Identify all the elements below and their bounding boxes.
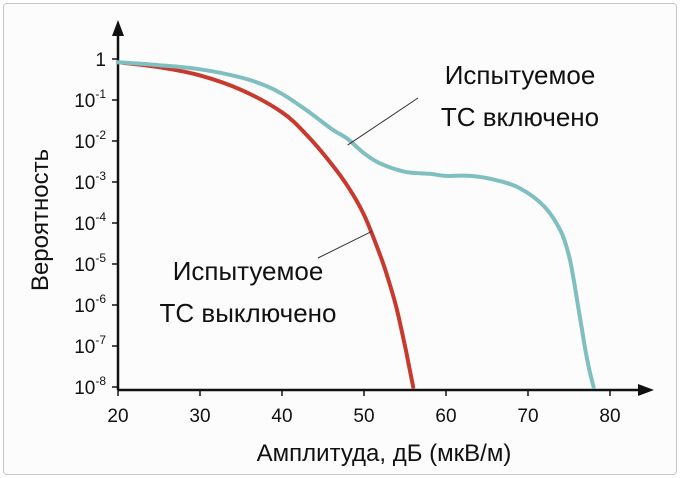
y-tick-label: 10-8 (74, 374, 106, 399)
x-axis-arrow (638, 384, 654, 396)
y-tick-label: 1 (95, 50, 106, 71)
x-tick-label: 20 (107, 406, 128, 427)
series-line-on (116, 60, 596, 389)
x-tick-label: 30 (189, 406, 210, 427)
x-axis-title: Амплитуда, дБ (мкВ/м) (257, 440, 512, 467)
x-tick-label: 60 (435, 406, 456, 427)
x-tick-label: 40 (271, 406, 292, 427)
y-tick-label: 10-7 (74, 333, 106, 358)
x-tick-label: 50 (353, 406, 374, 427)
annotation-off-leader (317, 230, 373, 259)
x-tick-label: 70 (517, 406, 538, 427)
y-axis-title: Вероятность (27, 149, 54, 291)
annotation-on-line2: ТС включено (441, 102, 599, 132)
x-tick-label: 80 (599, 406, 620, 427)
annotation-off-line2: ТС выключено (160, 298, 337, 328)
y-tick-label: 10-5 (74, 251, 106, 276)
annotation-on-line1: Испытуемое (445, 60, 596, 90)
y-tick-label: 10-2 (74, 128, 106, 153)
series-line-off (116, 60, 416, 389)
annotation-on-leader (347, 97, 419, 146)
annotation-off-line1: Испытуемое (173, 256, 324, 286)
y-tick-label: 10-3 (74, 169, 106, 194)
y-tick-label: 10-6 (74, 292, 106, 317)
y-tick-label: 10-1 (74, 87, 106, 112)
y-axis-arrow (112, 20, 124, 36)
y-tick-label: 10-4 (74, 210, 106, 235)
